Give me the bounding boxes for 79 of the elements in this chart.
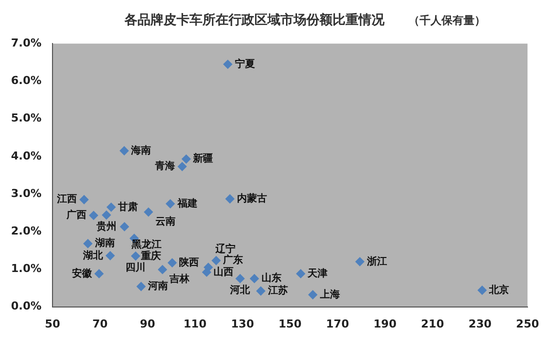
point — [144, 208, 153, 217]
point — [120, 146, 129, 156]
y-tick-label: 4.0% — [10, 149, 42, 162]
annotation: 北京 — [488, 284, 510, 296]
annotation: 新疆 — [192, 152, 214, 165]
point — [256, 286, 266, 296]
point — [120, 222, 129, 232]
point — [296, 269, 306, 278]
annotation: 湖北 — [82, 249, 104, 262]
point — [89, 210, 98, 220]
annotation: 福建 — [176, 197, 198, 210]
annotation: 浙江 — [366, 255, 387, 268]
annotation: 宁夏 — [234, 58, 255, 70]
annotation: 山东 — [261, 272, 282, 284]
point — [102, 210, 111, 220]
annotation: 海南 — [130, 144, 152, 156]
annotation: 内蒙古 — [236, 192, 267, 204]
annotation: 江西 — [56, 193, 78, 206]
x-tick-label: 110 — [184, 317, 207, 330]
x-tick-label: 50 — [44, 317, 61, 330]
point — [182, 154, 191, 164]
annotation: 黑龙江 — [130, 238, 162, 250]
point — [158, 265, 167, 274]
annotation: 云南 — [155, 216, 176, 228]
point — [178, 162, 187, 172]
annotation: 山西 — [214, 266, 234, 278]
point — [80, 195, 89, 204]
x-tick-label: 130 — [231, 317, 254, 330]
annotation: 天津 — [306, 267, 328, 280]
x-tick-label: 70 — [92, 317, 108, 330]
point — [136, 282, 146, 291]
y-tick-label: 2.0% — [10, 224, 42, 238]
annotation: 广东 — [222, 254, 244, 266]
annotation: 陕西 — [179, 256, 200, 268]
x-tick-label: 90 — [140, 317, 156, 330]
point — [355, 257, 364, 266]
point — [478, 286, 487, 295]
x-tick-label: 210 — [421, 317, 444, 330]
point — [83, 239, 92, 248]
annotation: 河北 — [229, 284, 252, 296]
annotation: 四川 — [126, 262, 146, 274]
point — [166, 199, 175, 208]
annotation: 辽宁 — [214, 242, 236, 255]
annotation: 江苏 — [266, 284, 288, 297]
point — [204, 262, 213, 272]
point — [236, 274, 245, 284]
point — [225, 194, 234, 204]
x-tick-label: 150 — [278, 317, 302, 330]
annotation: 吉林 — [168, 273, 190, 286]
point — [106, 202, 116, 212]
annotation: 湖南 — [94, 237, 115, 250]
y-tick-label: 6.0% — [10, 74, 42, 88]
annotation: 上海 — [318, 288, 340, 300]
annotation: 青海 — [154, 160, 176, 172]
annotation: 重庆 — [140, 250, 162, 262]
point — [94, 269, 104, 278]
x-tick-label: 190 — [374, 317, 397, 330]
point — [131, 252, 140, 261]
point — [308, 290, 318, 300]
x-tick-label: 230 — [468, 317, 492, 330]
annotation: 甘肃 — [117, 200, 138, 213]
point — [168, 258, 177, 268]
point — [250, 274, 259, 284]
annotation: 广西 — [66, 209, 87, 222]
y-tick-label: 7.0% — [10, 36, 42, 50]
x-tick-label: 250 — [516, 317, 540, 330]
y-tick-label: 5.0% — [10, 112, 42, 125]
y-tick-label: 3.0% — [10, 186, 42, 200]
annotation: 安徽 — [72, 267, 94, 280]
chart-subtitle: （千人保有量） — [408, 14, 486, 27]
annotation: 贵州 — [95, 220, 116, 233]
y-tick-label: 1.0% — [10, 262, 42, 276]
y-tick-label: 0.0% — [10, 300, 42, 313]
point — [212, 256, 221, 266]
x-tick-label: 170 — [326, 317, 350, 330]
point — [223, 60, 232, 69]
chart-title: 各品牌皮卡车所在行政区域市场份额比重情况 — [124, 13, 384, 28]
annotation: 河南 — [147, 280, 168, 292]
point — [106, 251, 115, 260]
